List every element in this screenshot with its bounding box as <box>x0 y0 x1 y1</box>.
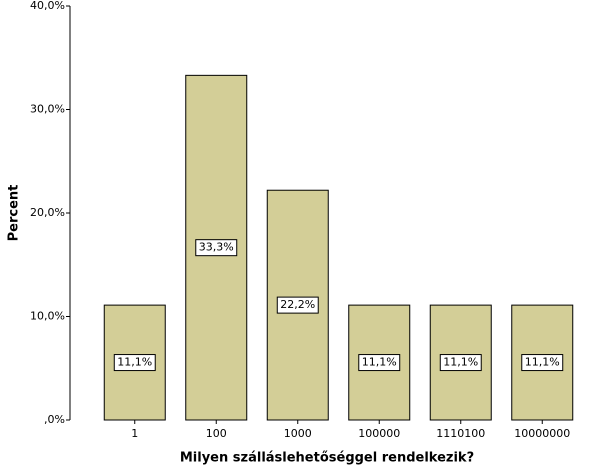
y-tick-label: 40,0% <box>30 0 65 12</box>
y-tick-label: 10,0% <box>30 310 65 323</box>
x-tick-label: 1 <box>131 427 138 440</box>
x-tick-label: 100000 <box>358 427 400 440</box>
x-tick-label: 10000000 <box>514 427 570 440</box>
value-label-box <box>195 239 238 257</box>
x-axis-title: Milyen szálláslehetőséggel rendelkezik? <box>180 451 474 466</box>
y-tick-label: ,0% <box>44 413 65 426</box>
value-label-box <box>113 354 156 372</box>
y-tick-label: 30,0% <box>30 103 65 116</box>
y-axis-title: Percent <box>7 185 22 242</box>
value-label-box <box>358 354 401 372</box>
value-label: 33,3% <box>199 241 234 254</box>
value-label-box <box>521 354 564 372</box>
value-label-box <box>439 354 482 372</box>
value-label-box <box>276 296 319 314</box>
value-label: 11,1% <box>362 356 397 369</box>
value-label: 22,2% <box>280 298 315 311</box>
x-tick-label: 1000 <box>284 427 312 440</box>
value-label: 11,1% <box>525 356 560 369</box>
value-label: 11,1% <box>443 356 478 369</box>
y-tick-label: 20,0% <box>30 206 65 219</box>
value-label: 11,1% <box>117 356 152 369</box>
x-tick-label: 100 <box>206 427 227 440</box>
x-tick-label: 1110100 <box>436 427 485 440</box>
